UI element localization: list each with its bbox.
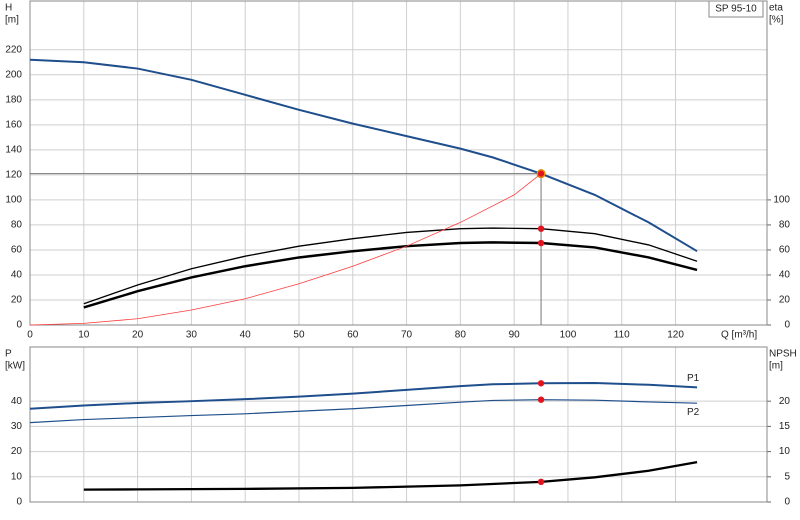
x-axis-label: Q [m³/h]: [721, 330, 757, 341]
x-tick-label: 30: [186, 330, 198, 341]
curve: [29, 173, 542, 326]
point-marker: [537, 225, 545, 232]
x-tick-label: 20: [132, 330, 144, 341]
y-tick-label: 220: [5, 44, 22, 55]
y-tick-label: 160: [5, 119, 22, 130]
y2-tick-label: 80: [779, 220, 791, 231]
y-tick-label: 0: [16, 497, 22, 508]
point-marker: [537, 239, 545, 247]
curve: [83, 461, 698, 491]
plot-frame: [29, 346, 768, 503]
point-marker: [537, 396, 545, 403]
curve: [29, 399, 698, 424]
point-marker: [537, 170, 545, 177]
y2-axis-label: eta: [769, 3, 783, 14]
x-tick-label: 90: [509, 330, 521, 341]
series-label: P1: [687, 373, 700, 384]
y-tick-label: 20: [11, 295, 23, 306]
y-tick-label: 120: [5, 170, 22, 181]
x-tick-label: 10: [78, 330, 90, 341]
x-tick-label: 70: [401, 330, 413, 341]
y2-tick-label: 20: [779, 295, 791, 306]
point-marker: [537, 380, 545, 387]
curve: [83, 227, 698, 305]
series-label: P2: [687, 407, 700, 418]
y-tick-label: 20: [11, 446, 23, 457]
y-tick-label: 30: [11, 421, 23, 432]
y-tick-label: 100: [5, 195, 22, 206]
y2-tick-label: 40: [779, 270, 791, 281]
y-tick-label: 40: [11, 396, 23, 407]
y-axis-label: [kW]: [5, 361, 25, 372]
x-tick-label: 40: [240, 330, 252, 341]
y-tick-label: 10: [11, 471, 23, 482]
y-axis-label: [m]: [5, 15, 19, 26]
y-tick-label: 40: [11, 270, 23, 281]
x-tick-label: 110: [614, 330, 630, 341]
point-marker: [537, 478, 545, 486]
y2-tick-label: 5: [784, 471, 790, 482]
y-tick-label: 60: [11, 245, 23, 256]
curve: [29, 58, 698, 253]
y-tick-label: 140: [5, 145, 22, 156]
plot-frame: [29, 0, 768, 326]
curve: [29, 382, 698, 410]
y-axis-label: P: [5, 349, 12, 360]
y2-tick-label: 60: [779, 245, 791, 256]
y2-axis-label: NPSH: [769, 349, 797, 360]
y2-tick-label: 0: [784, 320, 790, 331]
x-tick-label: 60: [347, 330, 359, 341]
chart-title: SP 95-10: [715, 4, 757, 15]
y2-tick-label: 0: [784, 497, 790, 508]
y2-tick-label: 15: [779, 421, 791, 432]
y2-tick-label: 100: [773, 195, 790, 206]
y2-tick-label: 20: [779, 396, 791, 407]
y-tick-label: 80: [11, 220, 23, 231]
y2-axis-label: [%]: [769, 15, 784, 26]
y2-axis-label: [m]: [769, 361, 783, 372]
x-tick-label: 0: [27, 330, 33, 341]
y-tick-label: 200: [5, 69, 22, 80]
y-axis-label: H: [5, 3, 12, 14]
y-tick-label: 0: [16, 320, 22, 331]
x-tick-label: 100: [560, 330, 577, 341]
x-tick-label: 120: [667, 330, 684, 341]
y2-tick-label: 10: [779, 446, 791, 457]
x-tick-label: 50: [293, 330, 305, 341]
y-tick-label: 180: [5, 94, 22, 105]
title-box: [708, 0, 764, 18]
x-tick-label: 80: [455, 330, 467, 341]
